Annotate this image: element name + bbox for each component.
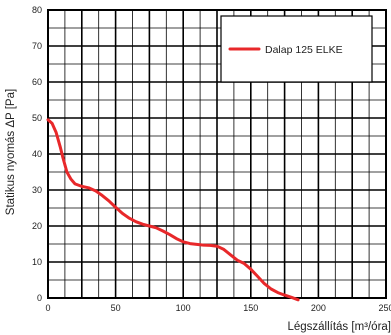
y-tick-label: 60	[32, 77, 42, 87]
series-line	[46, 118, 300, 302]
y-tick-label: 0	[37, 293, 42, 303]
y-tick-label: 70	[32, 41, 42, 51]
y-tick-label: 50	[32, 113, 42, 123]
plot-border	[47, 9, 387, 299]
y-axis-title: Statikus nyomás ΔP [Pa]	[5, 89, 17, 215]
x-tick-label: 250	[378, 303, 391, 313]
y-tick-label: 30	[32, 185, 42, 195]
y-tick-label: 80	[32, 5, 42, 15]
x-tick-label: 200	[311, 303, 326, 313]
x-tick-label: 50	[111, 303, 121, 313]
legend-label: Dalap 125 ELKE	[265, 44, 343, 56]
legend: Dalap 125 ELKE	[220, 15, 373, 83]
x-tick-label: 0	[45, 303, 50, 313]
x-axis-title: Légszállítás [m³/óra]	[287, 321, 391, 333]
x-tick-label: 150	[243, 303, 258, 313]
x-tick-labels: 0 50 100 150 200 250	[45, 303, 391, 313]
y-tick-label: 40	[32, 149, 42, 159]
x-tick-label: 100	[176, 303, 191, 313]
plot-frame	[47, 9, 387, 299]
series-layer	[46, 118, 300, 302]
y-tick-label: 20	[32, 221, 42, 231]
y-tick-label: 10	[32, 257, 42, 267]
y-tick-labels: 0 10 20 30 40 50 60 70 80	[32, 5, 42, 303]
